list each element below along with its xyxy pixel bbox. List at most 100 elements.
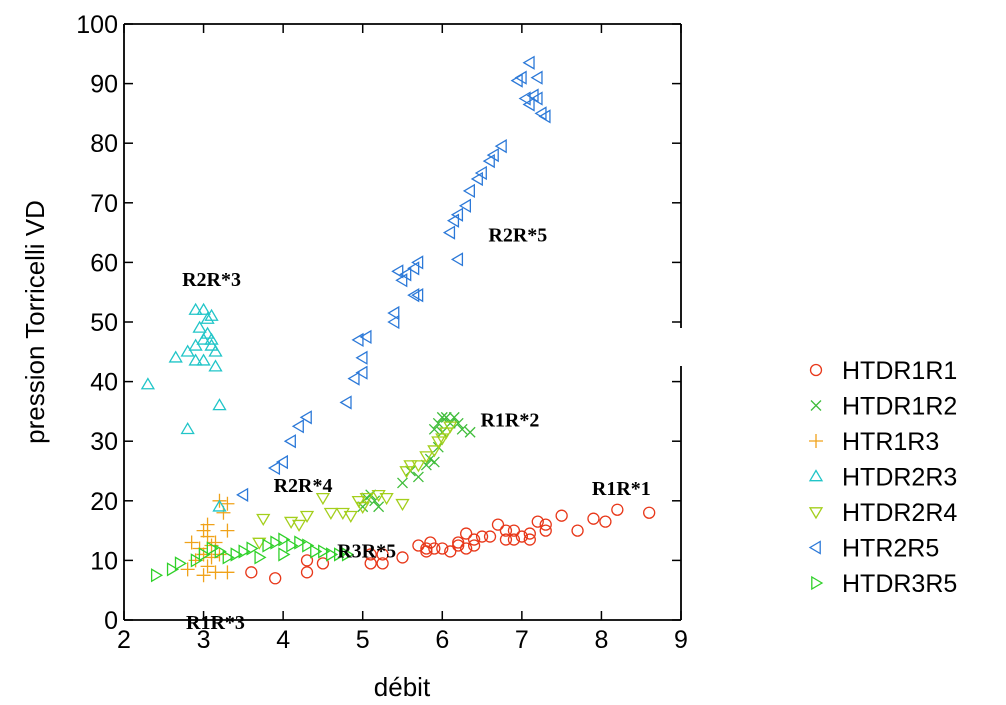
data-point bbox=[467, 533, 481, 546]
data-point bbox=[571, 524, 584, 537]
data-point bbox=[420, 459, 432, 471]
data-point bbox=[407, 288, 420, 303]
legend: HTDR1R1 HTDR1R2 HTR1R3 HTDR2R3 HTDR2R4 HTR2R5… bbox=[808, 357, 957, 598]
data-point bbox=[515, 530, 529, 543]
data-point bbox=[396, 551, 409, 564]
data-point bbox=[236, 487, 249, 502]
series-htr1r3 bbox=[180, 493, 235, 583]
series-htdr1r1 bbox=[245, 503, 656, 585]
data-point bbox=[522, 55, 535, 70]
data-point bbox=[499, 533, 513, 546]
data-point bbox=[150, 568, 164, 583]
data-point bbox=[200, 311, 215, 324]
data-point bbox=[300, 566, 314, 579]
data-point bbox=[376, 557, 389, 570]
data-point bbox=[180, 421, 195, 435]
data-point bbox=[278, 547, 291, 562]
data-point bbox=[339, 395, 352, 410]
data-point bbox=[246, 541, 259, 556]
data-point bbox=[267, 460, 281, 476]
data-point bbox=[523, 533, 536, 546]
data-point bbox=[420, 542, 433, 555]
data-point bbox=[335, 507, 350, 521]
data-point bbox=[514, 70, 527, 85]
annotation-label: R1R*2 bbox=[480, 409, 539, 431]
legend-label: HTDR1R1 bbox=[842, 357, 957, 385]
data-point bbox=[530, 91, 543, 106]
annotation-label: R3R*5 bbox=[337, 540, 396, 562]
legend-label: HTR2R5 bbox=[842, 535, 939, 563]
data-markers bbox=[140, 55, 656, 585]
data-point bbox=[294, 535, 307, 550]
legend-item-htdr2r3: HTDR2R3 bbox=[808, 464, 957, 492]
data-point bbox=[523, 527, 536, 540]
data-point bbox=[486, 147, 499, 163]
data-point bbox=[355, 501, 370, 515]
data-point bbox=[397, 477, 408, 489]
data-point bbox=[355, 350, 368, 365]
data-point bbox=[364, 548, 377, 561]
data-point bbox=[316, 557, 330, 570]
data-point bbox=[252, 537, 267, 550]
data-point bbox=[442, 225, 456, 240]
legend-item-htdr3r5: HTDR3R5 bbox=[811, 570, 957, 598]
y-tick-label: 0 bbox=[104, 607, 118, 635]
legend-marker bbox=[808, 507, 824, 520]
data-point bbox=[387, 305, 400, 321]
data-point bbox=[452, 417, 464, 429]
data-point bbox=[351, 332, 364, 348]
data-point bbox=[204, 332, 219, 345]
data-point bbox=[428, 542, 441, 555]
y-tick-label: 100 bbox=[76, 11, 118, 39]
legend-label: HTDR3R5 bbox=[842, 570, 957, 598]
data-point bbox=[403, 460, 418, 473]
data-point bbox=[190, 553, 203, 568]
data-point bbox=[411, 288, 424, 303]
y-tick-label: 40 bbox=[90, 369, 118, 397]
data-point bbox=[491, 518, 505, 531]
data-point bbox=[323, 507, 339, 521]
data-point bbox=[208, 359, 223, 372]
legend-item-htdr1r1: HTDR1R1 bbox=[809, 357, 957, 385]
data-point bbox=[424, 536, 437, 549]
data-point bbox=[599, 515, 612, 528]
data-point bbox=[270, 535, 283, 550]
data-point bbox=[399, 466, 414, 479]
legend-item-htdr1r2: HTDR1R2 bbox=[810, 393, 957, 421]
data-point bbox=[198, 547, 211, 562]
data-point bbox=[439, 427, 454, 440]
data-point bbox=[499, 524, 513, 537]
y-tick-label: 10 bbox=[90, 547, 118, 575]
legend-label: HTDR1R2 bbox=[842, 393, 957, 421]
series-htdr2r3 bbox=[140, 302, 227, 512]
data-point bbox=[611, 503, 624, 516]
data-point bbox=[435, 433, 450, 446]
data-point bbox=[196, 332, 211, 345]
data-point bbox=[440, 411, 452, 423]
data-point bbox=[462, 183, 475, 199]
data-point bbox=[444, 545, 457, 558]
data-point bbox=[204, 338, 219, 351]
data-point bbox=[530, 70, 543, 85]
data-point bbox=[412, 471, 424, 483]
data-point bbox=[140, 377, 156, 390]
data-point bbox=[269, 572, 282, 585]
data-point bbox=[180, 344, 195, 357]
data-point bbox=[464, 426, 476, 438]
data-point bbox=[283, 516, 299, 529]
data-point bbox=[188, 353, 203, 366]
legend-item-htr1r3: HTR1R3 bbox=[809, 428, 939, 456]
x-tick-label: 6 bbox=[435, 626, 449, 654]
data-point bbox=[470, 171, 483, 187]
legend-label: HTR1R3 bbox=[842, 428, 939, 456]
data-point bbox=[419, 451, 434, 464]
data-point bbox=[222, 550, 235, 565]
data-point bbox=[212, 499, 227, 512]
data-point bbox=[450, 252, 464, 267]
data-point bbox=[166, 562, 180, 577]
x-axis-label: débit bbox=[374, 672, 431, 702]
y-tick-label: 80 bbox=[90, 130, 118, 158]
data-point bbox=[387, 314, 400, 330]
annotation-label: R1R*1 bbox=[592, 478, 651, 500]
